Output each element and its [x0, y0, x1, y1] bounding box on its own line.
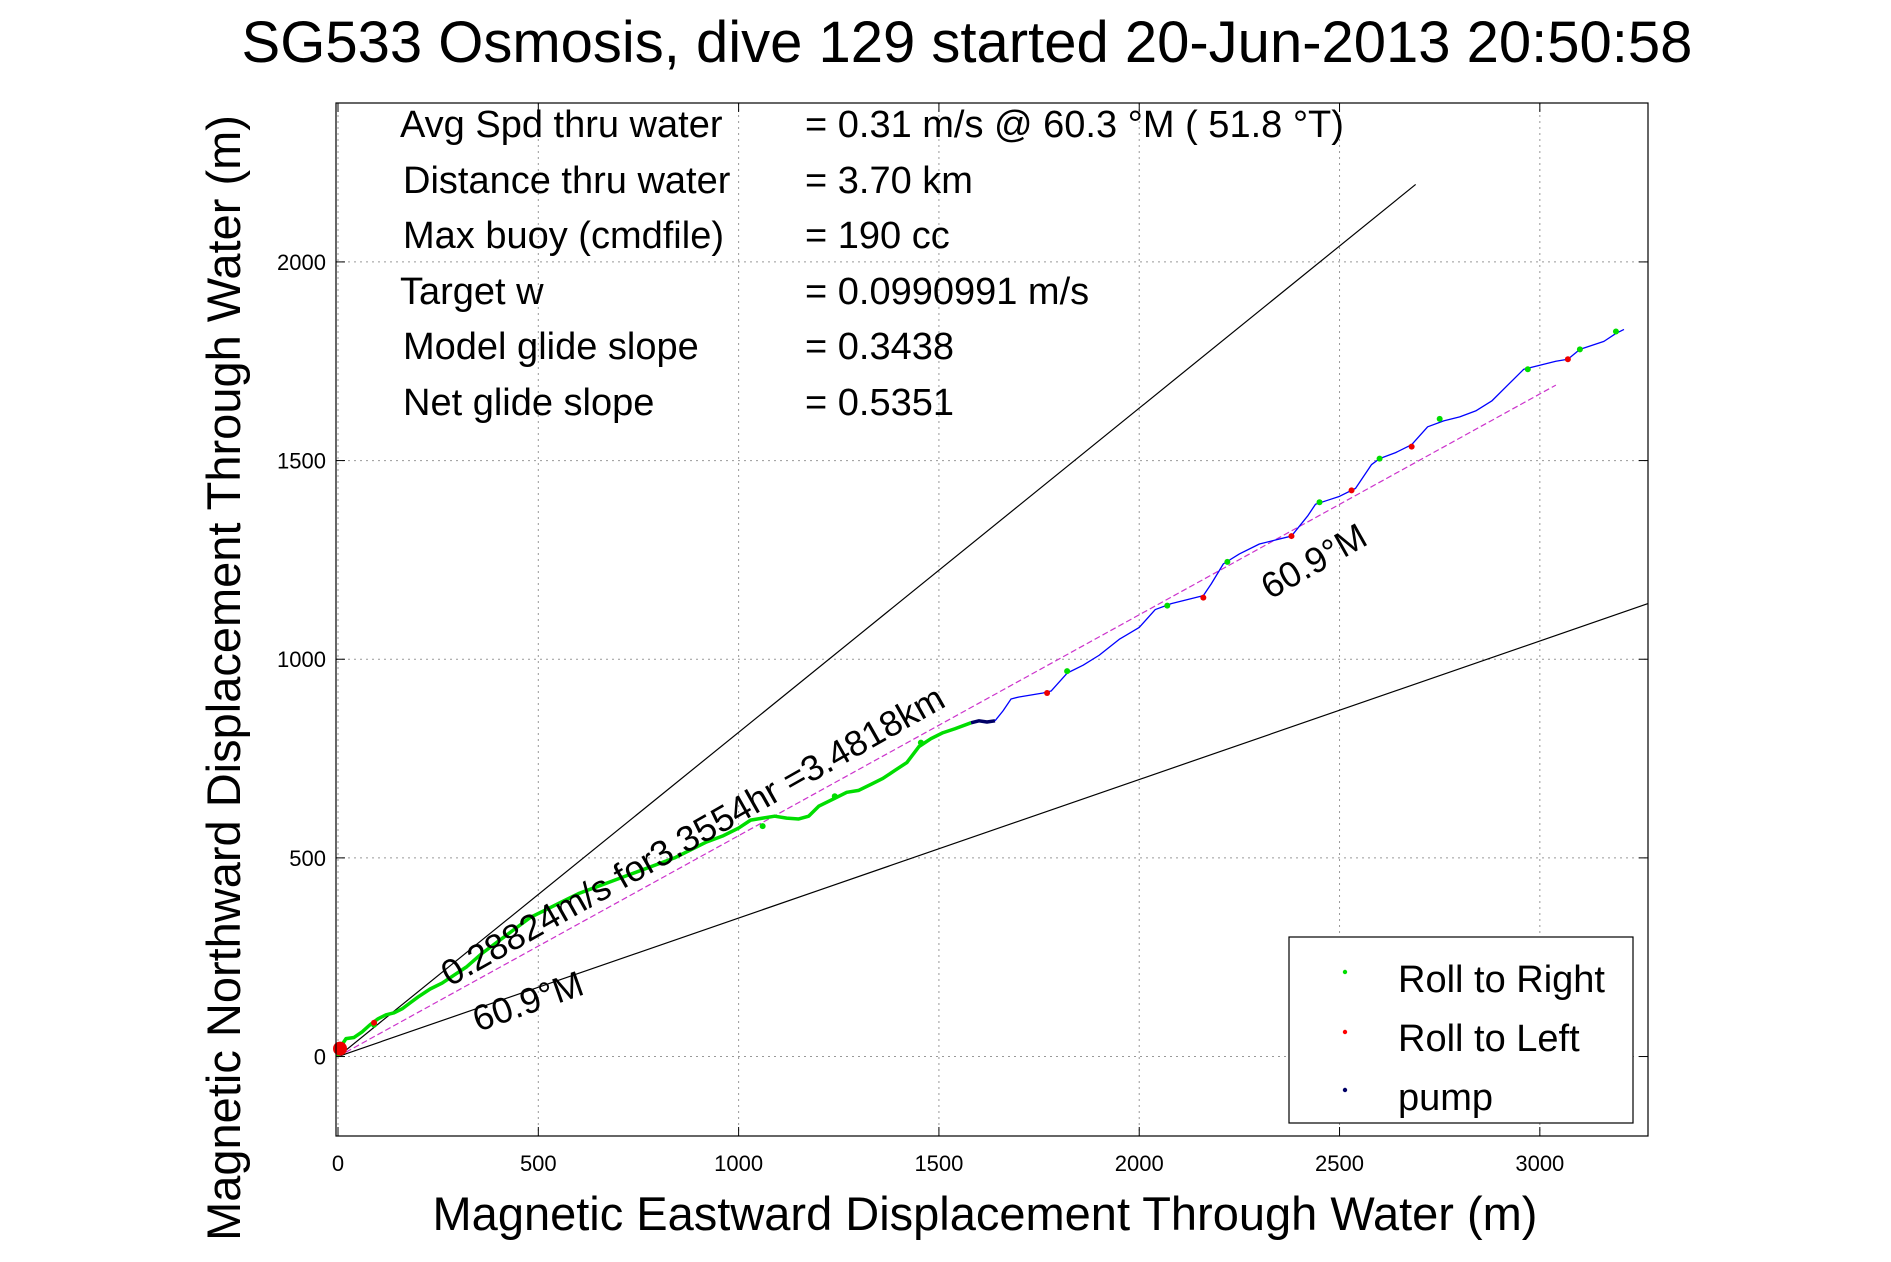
- roll-left-point: [1044, 690, 1051, 697]
- x-tick-label: 3000: [1515, 1151, 1564, 1176]
- legend-box: [1288, 936, 1634, 1124]
- stat-label: Model glide slope: [403, 326, 699, 368]
- x-tick-label: 0: [332, 1151, 344, 1176]
- stat-label: Distance thru water: [403, 160, 731, 202]
- roll-points: [333, 328, 1619, 1056]
- roll-right-point: [1316, 499, 1323, 506]
- y-tick-label: 2000: [277, 250, 326, 275]
- legend-label: pump: [1398, 1077, 1493, 1119]
- x-tick-label: 2000: [1115, 1151, 1164, 1176]
- series-roll-to-right: [336, 721, 972, 1058]
- roll-right-point: [831, 793, 838, 800]
- stat-value: = 0.31 m/s @ 60.3 °M ( 51.8 °T): [805, 104, 1344, 146]
- roll-left-point: [1288, 533, 1295, 540]
- series-flight-track: [994, 328, 1625, 722]
- axis-ticks: 0 500 1000 1500 2000 2500 3000 0 500 1000 1500 2000: [277, 103, 1648, 1176]
- x-tick-label: 500: [520, 1151, 557, 1176]
- roll-left-point: [1564, 356, 1571, 363]
- heading-annotation-far: 60.9°M: [1254, 515, 1374, 607]
- roll-right-point: [1436, 415, 1443, 422]
- stat-value: = 190 cc: [805, 215, 950, 257]
- reference-lines: [337, 183, 1649, 1058]
- legend-label: Roll to Right: [1398, 959, 1605, 1001]
- x-axis-label: Magnetic Eastward Displacement Through W…: [433, 1187, 1538, 1240]
- stat-label: Avg Spd thru water: [400, 104, 723, 146]
- roll-left-point: [371, 1019, 378, 1026]
- roll-right-point: [1612, 328, 1619, 335]
- y-tick-label: 1500: [277, 449, 326, 474]
- roll-left-point: [1408, 443, 1415, 450]
- reference-line-upper-bound: [337, 183, 1417, 1058]
- roll-right-point: [917, 739, 924, 746]
- track-speed-annotation: 0.28824m/s for3.3554hr =3.4818km: [434, 677, 952, 994]
- x-tick-label: 2500: [1315, 1151, 1364, 1176]
- legend-label: Roll to Left: [1398, 1018, 1580, 1060]
- axes-frame: [335, 102, 1649, 1137]
- y-tick-label: 500: [289, 846, 326, 871]
- stat-label: Target w: [400, 271, 544, 313]
- y-tick-label: 1000: [277, 647, 326, 672]
- x-tick-label: 1000: [714, 1151, 763, 1176]
- legend: Roll to Right Roll to Left pump: [1288, 936, 1634, 1124]
- stat-value: = 3.70 km: [805, 160, 973, 202]
- stat-value: = 0.3438: [805, 326, 954, 368]
- roll-right-point: [1224, 558, 1231, 565]
- y-tick-label: 0: [314, 1045, 326, 1070]
- stat-label: Max buoy (cmdfile): [403, 215, 724, 257]
- stat-value: = 0.0990991 m/s: [805, 271, 1089, 313]
- roll-right-point: [1376, 455, 1383, 462]
- roll-right-point: [1164, 602, 1171, 609]
- stats-block: Avg Spd thru water = 0.31 m/s @ 60.3 °M …: [400, 104, 1344, 424]
- roll-right-point: [1524, 366, 1531, 373]
- y-axis-label: Magnetic Northward Displacement Through …: [197, 115, 250, 1241]
- legend-marker-roll-left: [1342, 1029, 1348, 1035]
- roll-left-point: [1200, 594, 1207, 601]
- x-tick-label: 1500: [914, 1151, 963, 1176]
- legend-marker-roll-right: [1342, 969, 1348, 975]
- stat-label: Net glide slope: [403, 382, 654, 424]
- legend-marker-pump: [1342, 1087, 1348, 1093]
- roll-right-point: [1064, 668, 1071, 675]
- series-pump: [970, 719, 996, 725]
- stat-value: = 0.5351: [805, 382, 954, 424]
- roll-right-point: [759, 823, 766, 830]
- roll-left-point: [1348, 487, 1355, 494]
- reference-line-lower-bound: [337, 603, 1649, 1058]
- chart-title: SG533 Osmosis, dive 129 started 20-Jun-2…: [242, 10, 1693, 75]
- reference-line-net-track: [337, 384, 1557, 1058]
- roll-left-point: [333, 1041, 348, 1056]
- data-series: [336, 328, 1625, 1058]
- roll-right-point: [1576, 346, 1583, 353]
